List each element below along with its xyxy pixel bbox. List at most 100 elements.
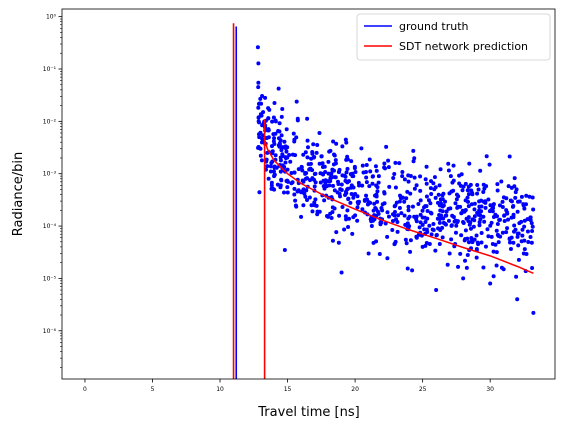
- ground-truth-point: [346, 197, 351, 202]
- ground-truth-point: [472, 207, 477, 212]
- ground-truth-point: [305, 145, 310, 150]
- ground-truth-point: [344, 170, 349, 175]
- x-tick-label: 20: [351, 386, 359, 393]
- ground-truth-point: [469, 237, 474, 242]
- ground-truth-point: [325, 214, 329, 219]
- ground-truth-point: [330, 238, 335, 243]
- ground-truth-point: [477, 209, 482, 214]
- ground-truth-point: [329, 173, 334, 178]
- ground-truth-point: [293, 198, 298, 203]
- ground-truth-point: [425, 209, 430, 214]
- ground-truth-point: [411, 148, 416, 153]
- ground-truth-point: [506, 217, 511, 222]
- ground-truth-point: [343, 214, 348, 219]
- ground-truth-point: [380, 202, 385, 207]
- ground-truth-point: [495, 221, 500, 226]
- ground-truth-point: [279, 133, 284, 138]
- ground-truth-point: [458, 183, 463, 188]
- ground-truth-point: [493, 212, 498, 217]
- ground-truth-point: [305, 116, 310, 121]
- ground-truth-point: [529, 240, 534, 245]
- ground-truth-point: [454, 192, 459, 197]
- ground-truth-point: [267, 107, 272, 112]
- ground-truth-point: [472, 201, 477, 206]
- ground-truth-point: [329, 216, 334, 220]
- ground-truth-point: [448, 206, 453, 211]
- ground-truth-point: [425, 216, 430, 221]
- ground-truth-point: [279, 114, 284, 119]
- ground-truth-point: [281, 190, 286, 195]
- ground-truth-point: [402, 177, 407, 182]
- ground-truth-point: [292, 186, 297, 191]
- ground-truth-point: [522, 247, 527, 252]
- ground-truth-point: [465, 188, 470, 193]
- ground-truth-point: [507, 236, 512, 241]
- ground-truth-point: [446, 218, 451, 223]
- x-tick-label: 25: [419, 386, 427, 393]
- ground-truth-point: [326, 159, 331, 164]
- ground-truth-point: [486, 234, 491, 239]
- ground-truth-point: [342, 227, 347, 232]
- ground-truth-point: [278, 158, 283, 163]
- prediction-lines: [232, 23, 534, 379]
- ground-truth-point: [392, 213, 397, 218]
- ground-truth-point: [436, 226, 441, 231]
- ground-truth-point: [516, 257, 521, 262]
- x-tick-label: 0: [83, 386, 87, 393]
- ground-truth-point: [323, 182, 328, 187]
- ground-truth-point: [370, 174, 375, 179]
- ground-truth-point: [309, 203, 314, 208]
- ground-truth-point: [406, 179, 411, 184]
- ground-truth-point: [420, 208, 425, 213]
- ground-truth-point: [397, 199, 402, 204]
- ground-truth-point: [403, 237, 408, 242]
- ground-truth-point: [355, 218, 360, 223]
- ground-truth-point: [408, 238, 413, 243]
- ground-truth-point: [516, 231, 521, 236]
- ground-truth-point: [424, 164, 429, 169]
- ground-truth-point: [418, 220, 423, 225]
- ground-truth-point: [283, 160, 288, 165]
- ground-truth-point: [466, 192, 471, 197]
- ground-truth-point: [339, 270, 344, 275]
- ground-truth-point: [369, 223, 374, 228]
- ground-truth-point: [461, 221, 466, 226]
- ground-truth-point: [308, 166, 313, 171]
- ground-truth-point: [301, 203, 306, 208]
- ground-truth-point: [530, 224, 535, 229]
- ground-truth-point: [271, 132, 276, 137]
- ground-truth-point: [434, 232, 439, 237]
- ground-truth-point: [408, 174, 413, 179]
- ground-truth-point: [347, 216, 352, 221]
- ground-truth-point: [508, 246, 513, 251]
- ground-truth-point: [430, 227, 435, 232]
- ground-truth-point: [520, 233, 525, 238]
- ground-truth-point: [418, 174, 423, 179]
- ground-truth-point: [468, 220, 473, 225]
- ground-truth-point: [277, 121, 282, 126]
- ground-truth-point: [390, 228, 395, 233]
- ground-truth-point: [511, 240, 516, 245]
- ground-truth-point: [489, 234, 494, 239]
- ground-truth-point: [512, 223, 517, 228]
- ground-truth-point: [500, 230, 505, 235]
- ground-truth-point: [414, 235, 419, 240]
- ground-truth-point: [310, 151, 315, 156]
- ground-truth-point: [336, 170, 341, 175]
- ground-truth-point: [410, 204, 415, 209]
- ground-truth-point: [331, 183, 336, 188]
- ground-truth-point: [494, 228, 499, 233]
- ground-truth-point: [515, 209, 520, 214]
- ground-truth-point: [392, 172, 397, 177]
- ground-truth-point: [284, 127, 289, 132]
- ground-truth-point: [505, 226, 510, 231]
- ground-truth-point: [517, 199, 522, 204]
- ground-truth-point: [436, 192, 441, 197]
- ground-truth-point: [504, 230, 509, 235]
- ground-truth-point: [385, 256, 390, 261]
- ground-truth-point: [331, 152, 336, 157]
- ground-truth-point: [483, 205, 488, 210]
- ground-truth-point: [390, 219, 395, 224]
- ground-truth-point: [497, 203, 502, 208]
- ground-truth-point: [293, 203, 298, 208]
